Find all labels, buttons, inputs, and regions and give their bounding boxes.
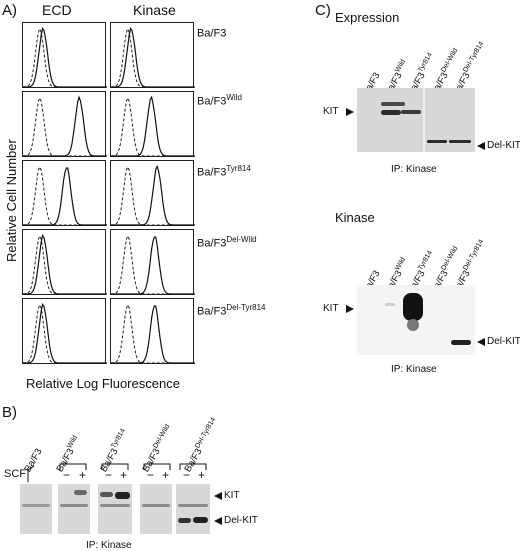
sample-histogram-curve	[23, 233, 107, 295]
b-kit-label: KIT	[224, 490, 240, 501]
row-label-baf3-tyr814: Ba/F3Tyr814	[197, 164, 251, 179]
c1-kit-label: KIT	[323, 106, 339, 117]
scf-plus-del-wild: +	[162, 468, 170, 482]
histogram-plot	[110, 22, 195, 88]
histogram-plot	[22, 22, 107, 88]
c-kinase-blot	[357, 285, 475, 355]
histogram-plot	[110, 160, 195, 226]
b-blot-del-wild	[140, 484, 172, 534]
scf-minus-del-tyr814: −	[183, 468, 191, 482]
histogram-plot	[110, 229, 195, 295]
sample-histogram-curve	[23, 302, 107, 364]
scf-label: SCF	[4, 468, 26, 480]
sample-histogram-curve	[23, 95, 107, 157]
scf-minus-tyr814: −	[105, 468, 113, 482]
sample-histogram-curve	[111, 236, 195, 295]
b-blot-wild	[58, 484, 90, 534]
c2-delkit-label: Del-KIT	[487, 336, 520, 347]
scf-plus-wild: +	[79, 468, 87, 482]
kinase-title: Kinase	[335, 210, 375, 225]
row-label-baf3: Ba/F3	[197, 27, 227, 40]
sample-histogram-curve	[111, 305, 195, 364]
control-histogram-curve	[110, 234, 195, 295]
histogram-plot	[22, 91, 107, 157]
b-delkit-label: Del-KIT	[224, 515, 258, 526]
control-histogram-curve	[110, 303, 195, 364]
b-blot-del-tyr814	[176, 484, 210, 534]
x-axis-label: Relative Log Fluorescence	[26, 376, 180, 391]
ecd-column-header: ECD	[42, 2, 72, 18]
control-histogram-curve	[110, 165, 195, 226]
panel-c-letter: C)	[315, 2, 331, 19]
b-delkit-arrow-icon	[214, 517, 222, 525]
histogram-plot	[110, 91, 195, 157]
sample-histogram-curve	[23, 167, 107, 226]
c2-kit-arrow-icon	[346, 305, 354, 313]
sample-histogram-curve	[23, 26, 107, 88]
b-ip-label: IP: Kinase	[86, 540, 132, 551]
histogram-plot	[22, 229, 107, 295]
histogram-plot	[22, 298, 107, 364]
sample-histogram-curve	[111, 164, 195, 226]
c1-delkit-arrow-icon	[477, 142, 485, 150]
panel-a-letter: A)	[2, 2, 17, 19]
b-kit-arrow-icon	[214, 492, 222, 500]
panel-b-letter: B)	[2, 404, 17, 421]
row-label-baf3-wild: Ba/F3Wild	[197, 93, 242, 108]
row-label-baf3-del-wild: Ba/F3Del-Wild	[197, 235, 257, 250]
c-expression-blot	[357, 88, 475, 152]
scf-plus-del-tyr814: +	[198, 468, 206, 482]
row-label-baf3-del-tyr814: Ba/F3Del-Tyr814	[197, 303, 266, 318]
b-blot-tyr814	[98, 484, 132, 534]
sample-histogram-curve	[111, 26, 195, 88]
c2-kit-label: KIT	[323, 303, 339, 314]
scf-minus-del-wild: −	[147, 468, 155, 482]
histogram-plot	[110, 298, 195, 364]
kinase-column-header: Kinase	[133, 2, 176, 18]
c1-delkit-label: Del-KIT	[487, 140, 520, 151]
expression-title: Expression	[335, 10, 400, 25]
scf-plus-tyr814: +	[120, 468, 128, 482]
b-blot-baf3	[20, 484, 52, 534]
c1-kit-arrow-icon	[346, 108, 354, 116]
c2-ip-label: IP: Kinase	[391, 364, 437, 375]
control-histogram-curve	[22, 165, 107, 226]
c2-delkit-arrow-icon	[477, 338, 485, 346]
scf-minus-wild: −	[63, 468, 71, 482]
histogram-plot	[22, 160, 107, 226]
c1-ip-label: IP: Kinase	[391, 164, 437, 175]
sample-histogram-curve	[111, 95, 195, 157]
control-histogram-curve	[110, 96, 195, 157]
